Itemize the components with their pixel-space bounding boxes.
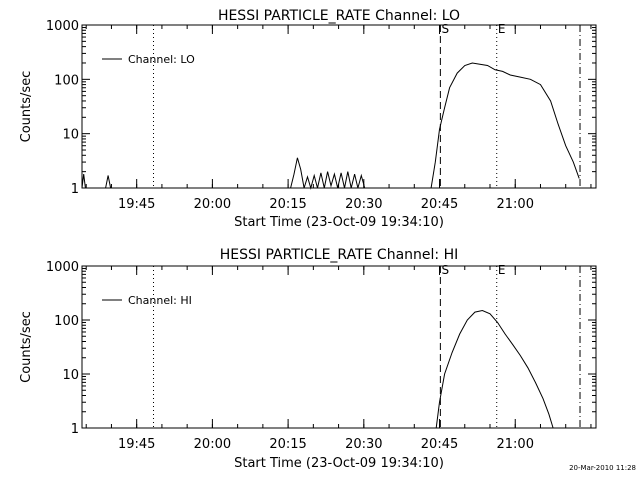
panel-2-x-axis-label: Start Time (23-Oct-09 19:34:10): [234, 456, 444, 471]
panel-2-series-line-1: [435, 309, 554, 429]
panel-1-y-tick-label: 1: [71, 182, 79, 197]
panel-1-series-line-1: [81, 62, 580, 190]
panel-1-title: HESSI PARTICLE_RATE Channel: LO: [218, 8, 460, 24]
panel-1-y-tick-label: 1000: [46, 19, 79, 34]
panel-2-title: HESSI PARTICLE_RATE Channel: HI: [220, 247, 458, 263]
panel-1-marker-label: S: [442, 22, 450, 36]
panel-1-y-tick-label: 100: [54, 73, 79, 88]
panel-1-x-tick-label: 20:45: [421, 197, 458, 212]
timestamp-footer: 20-Mar-2010 11:28: [569, 464, 636, 472]
panel-1-x-tick-label: 19:45: [118, 197, 155, 212]
panel-2-y-tick-label: 1: [71, 422, 79, 437]
panel-1-x-tick-label: 20:00: [194, 197, 231, 212]
panel-1-x-tick-label: 20:15: [269, 197, 306, 212]
panel-2-x-tick-label: 20:30: [345, 437, 382, 452]
panel-2-marker-label: S: [442, 263, 450, 277]
panel-2-y-tick-label: 100: [54, 314, 79, 329]
panel-1-x-axis-label: Start Time (23-Oct-09 19:34:10): [234, 215, 444, 230]
panel-2-marker-label: E: [498, 263, 506, 277]
panel-2-y-tick-label: 10: [62, 368, 79, 383]
panel-2-y-tick-label: 1000: [46, 260, 79, 275]
panel-1-plot-frame: [81, 24, 597, 189]
panel-2-x-tick-label: 19:45: [118, 437, 155, 452]
panel-2-y-axis-label: Counts/sec: [19, 311, 34, 383]
panel-2-x-tick-label: 20:00: [194, 437, 231, 452]
panel-1-y-axis-label: Counts/sec: [19, 71, 34, 143]
panel-2-legend-label: Channel: HI: [128, 294, 192, 307]
panel-2-plot-frame: [81, 265, 597, 429]
panel-1-x-tick-label: 21:00: [497, 197, 534, 212]
panel-1-y-tick-label: 10: [62, 128, 79, 143]
panel-1-marker-label: E: [498, 22, 506, 36]
panel-2-x-tick-label: 20:15: [269, 437, 306, 452]
panel-1-legend-label: Channel: LO: [128, 53, 195, 66]
panel-1-x-tick-label: 20:30: [345, 197, 382, 212]
panel-2-x-tick-label: 21:00: [497, 437, 534, 452]
panel-2-x-tick-label: 20:45: [421, 437, 458, 452]
